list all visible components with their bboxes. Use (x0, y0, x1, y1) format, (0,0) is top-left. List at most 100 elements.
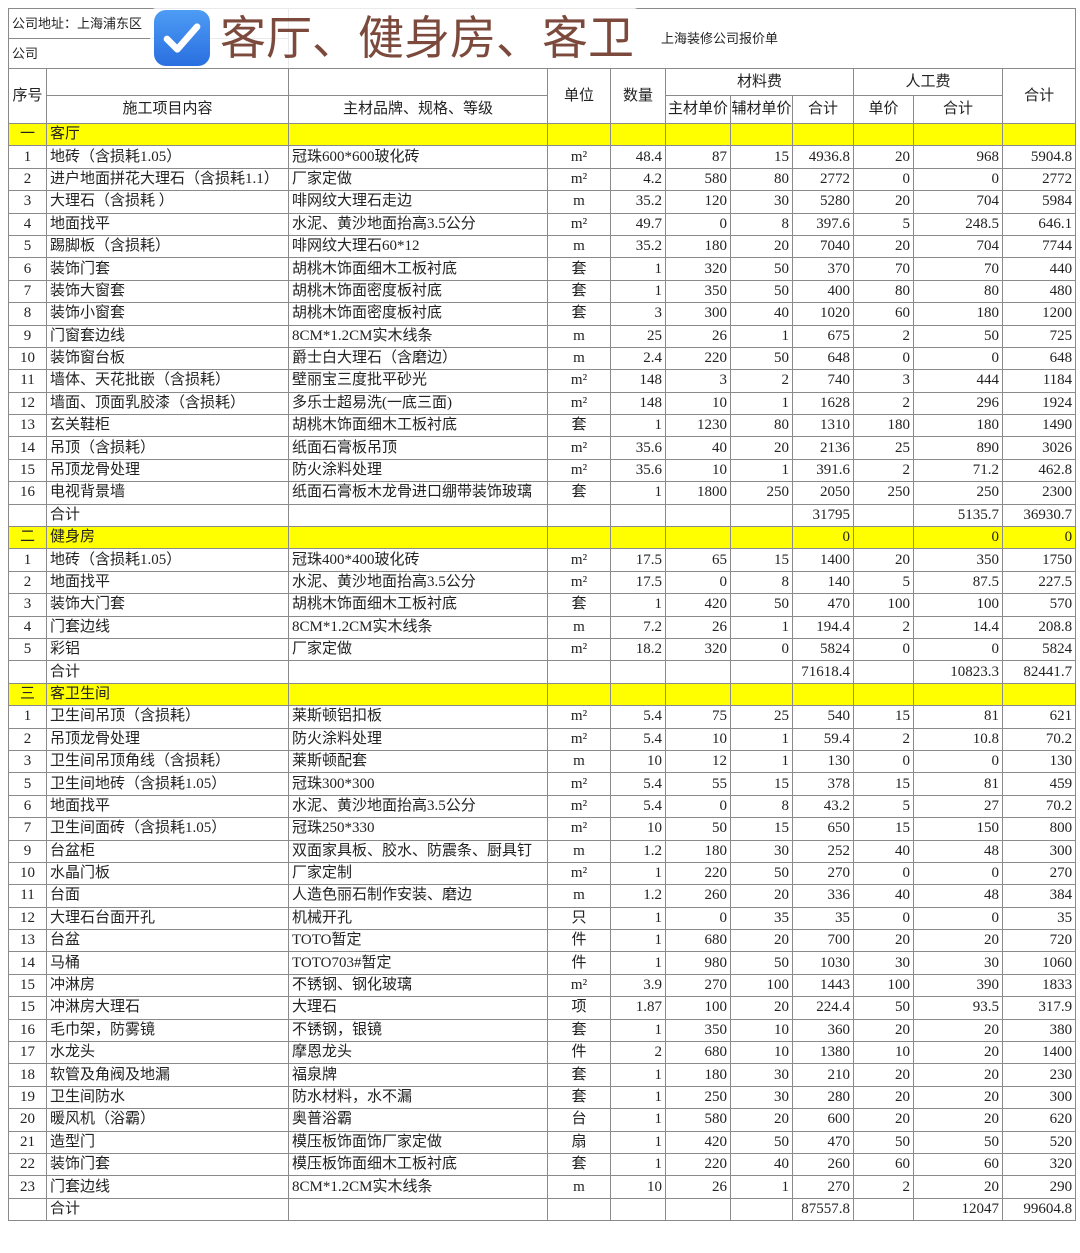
labor-total[interactable]: 296 (913, 391, 1004, 416)
row-no[interactable]: 9 (8, 324, 47, 348)
row-no[interactable]: 3 (8, 593, 47, 617)
empty-cell[interactable] (547, 1197, 612, 1222)
unit[interactable]: m (547, 346, 612, 371)
main-price[interactable]: 100 (665, 996, 732, 1020)
main-price[interactable]: 580 (665, 167, 732, 192)
row-total[interactable]: 290 (1002, 1175, 1077, 1199)
quantity[interactable]: 2.4 (610, 346, 667, 371)
labor-total[interactable]: 248.5 (913, 212, 1004, 236)
section-mat-total[interactable] (792, 682, 855, 707)
material-total[interactable]: 270 (792, 1175, 855, 1199)
aux-price[interactable]: 15 (730, 772, 794, 796)
material-total[interactable]: 1443 (792, 973, 855, 998)
labor-unit-price[interactable]: 60 (853, 1152, 915, 1177)
labor-unit-price[interactable]: 70 (853, 257, 915, 281)
item-name[interactable]: 冲淋房大理石 (45, 996, 290, 1020)
main-price[interactable]: 26 (665, 1175, 732, 1199)
aux-price[interactable]: 30 (730, 190, 794, 214)
labor-total[interactable]: 704 (913, 190, 1004, 214)
quantity[interactable]: 1.87 (610, 996, 667, 1020)
item-name[interactable]: 卫生间面砖（含损耗1.05） (45, 817, 290, 841)
empty-cell[interactable] (288, 122, 549, 147)
labor-total[interactable]: 93.5 (913, 996, 1004, 1020)
labor-total[interactable]: 20 (913, 1108, 1004, 1132)
row-no[interactable]: 7 (8, 817, 47, 841)
material-total[interactable]: 470 (792, 1130, 855, 1154)
empty-cell[interactable] (288, 682, 549, 707)
labor-unit-price[interactable]: 3 (853, 369, 915, 393)
subtotal-labor-total[interactable]: 12047 (913, 1197, 1004, 1222)
row-no[interactable]: 10 (8, 861, 47, 886)
brand-spec[interactable]: 摩恩龙头 (288, 1041, 549, 1065)
material-total[interactable]: 5824 (792, 637, 855, 662)
main-price[interactable]: 65 (665, 548, 732, 572)
row-total[interactable]: 227.5 (1002, 570, 1077, 595)
aux-price[interactable]: 50 (730, 279, 794, 304)
row-no[interactable]: 4 (8, 615, 47, 639)
brand-spec[interactable]: 人造色丽石制作安装、磨边 (288, 884, 549, 908)
subtotal-mat-total[interactable]: 71618.4 (792, 660, 855, 684)
unit[interactable]: m² (547, 772, 612, 796)
main-price[interactable]: 980 (665, 951, 732, 975)
row-total[interactable]: 300 (1002, 1085, 1077, 1110)
labor-total[interactable]: 890 (913, 436, 1004, 460)
unit[interactable]: m (547, 884, 612, 908)
aux-price[interactable]: 1 (730, 1175, 794, 1199)
labor-unit-price[interactable]: 20 (853, 145, 915, 169)
section-total[interactable] (1002, 122, 1077, 147)
main-price[interactable]: 1800 (665, 481, 732, 505)
unit[interactable]: m² (547, 212, 612, 236)
row-no[interactable]: 18 (8, 1063, 47, 1087)
material-total[interactable]: 7040 (792, 234, 855, 259)
brand-spec[interactable]: 大理石 (288, 996, 549, 1020)
empty-cell[interactable] (853, 122, 915, 147)
unit[interactable]: 只 (547, 906, 612, 931)
material-total[interactable]: 194.4 (792, 615, 855, 639)
material-total[interactable]: 1400 (792, 548, 855, 572)
main-price[interactable]: 3 (665, 369, 732, 393)
labor-unit-price[interactable]: 20 (853, 1108, 915, 1132)
subtotal-total[interactable]: 99604.8 (1002, 1197, 1077, 1222)
aux-price[interactable]: 0 (730, 637, 794, 662)
empty-cell[interactable] (288, 660, 549, 684)
row-no[interactable]: 11 (8, 884, 47, 908)
row-no[interactable]: 2 (8, 570, 47, 595)
aux-price[interactable]: 80 (730, 414, 794, 438)
row-no[interactable]: 10 (8, 346, 47, 371)
item-name[interactable]: 地面找平 (45, 794, 290, 819)
material-total[interactable]: 740 (792, 369, 855, 393)
labor-unit-price[interactable]: 20 (853, 1063, 915, 1087)
brand-spec[interactable]: 冠珠400*400玻化砖 (288, 548, 549, 572)
main-price[interactable]: 180 (665, 839, 732, 863)
quantity[interactable]: 1 (610, 906, 667, 931)
empty-cell[interactable] (665, 526, 732, 550)
empty-cell[interactable] (547, 503, 612, 528)
unit[interactable]: m² (547, 861, 612, 886)
section-total[interactable] (1002, 682, 1077, 707)
brand-spec[interactable]: 机械开孔 (288, 906, 549, 931)
row-total[interactable]: 1750 (1002, 548, 1077, 572)
brand-spec[interactable]: 冠珠300*300 (288, 772, 549, 796)
main-price[interactable]: 0 (665, 906, 732, 931)
labor-unit-price[interactable]: 40 (853, 884, 915, 908)
brand-spec[interactable]: 厂家定做 (288, 167, 549, 192)
aux-price[interactable]: 40 (730, 1152, 794, 1177)
header-blank[interactable] (288, 68, 549, 96)
header-aux-price[interactable]: 辅材单价 (730, 95, 794, 124)
row-total[interactable]: 208.8 (1002, 615, 1077, 639)
item-name[interactable]: 门套边线 (45, 1175, 290, 1199)
empty-cell[interactable] (8, 660, 47, 684)
labor-total[interactable]: 71.2 (913, 458, 1004, 483)
row-total[interactable]: 1400 (1002, 1041, 1077, 1065)
item-name[interactable]: 彩铝 (45, 637, 290, 662)
aux-price[interactable]: 1 (730, 615, 794, 639)
main-price[interactable]: 180 (665, 234, 732, 259)
empty-cell[interactable] (853, 526, 915, 550)
material-total[interactable]: 1020 (792, 302, 855, 326)
row-total[interactable]: 5824 (1002, 637, 1077, 662)
quantity[interactable]: 1 (610, 1108, 667, 1132)
item-name[interactable]: 软管及角阀及地漏 (45, 1063, 290, 1087)
quantity[interactable]: 1 (610, 1063, 667, 1087)
unit[interactable]: m² (547, 817, 612, 841)
subtotal-total[interactable]: 82441.7 (1002, 660, 1077, 684)
